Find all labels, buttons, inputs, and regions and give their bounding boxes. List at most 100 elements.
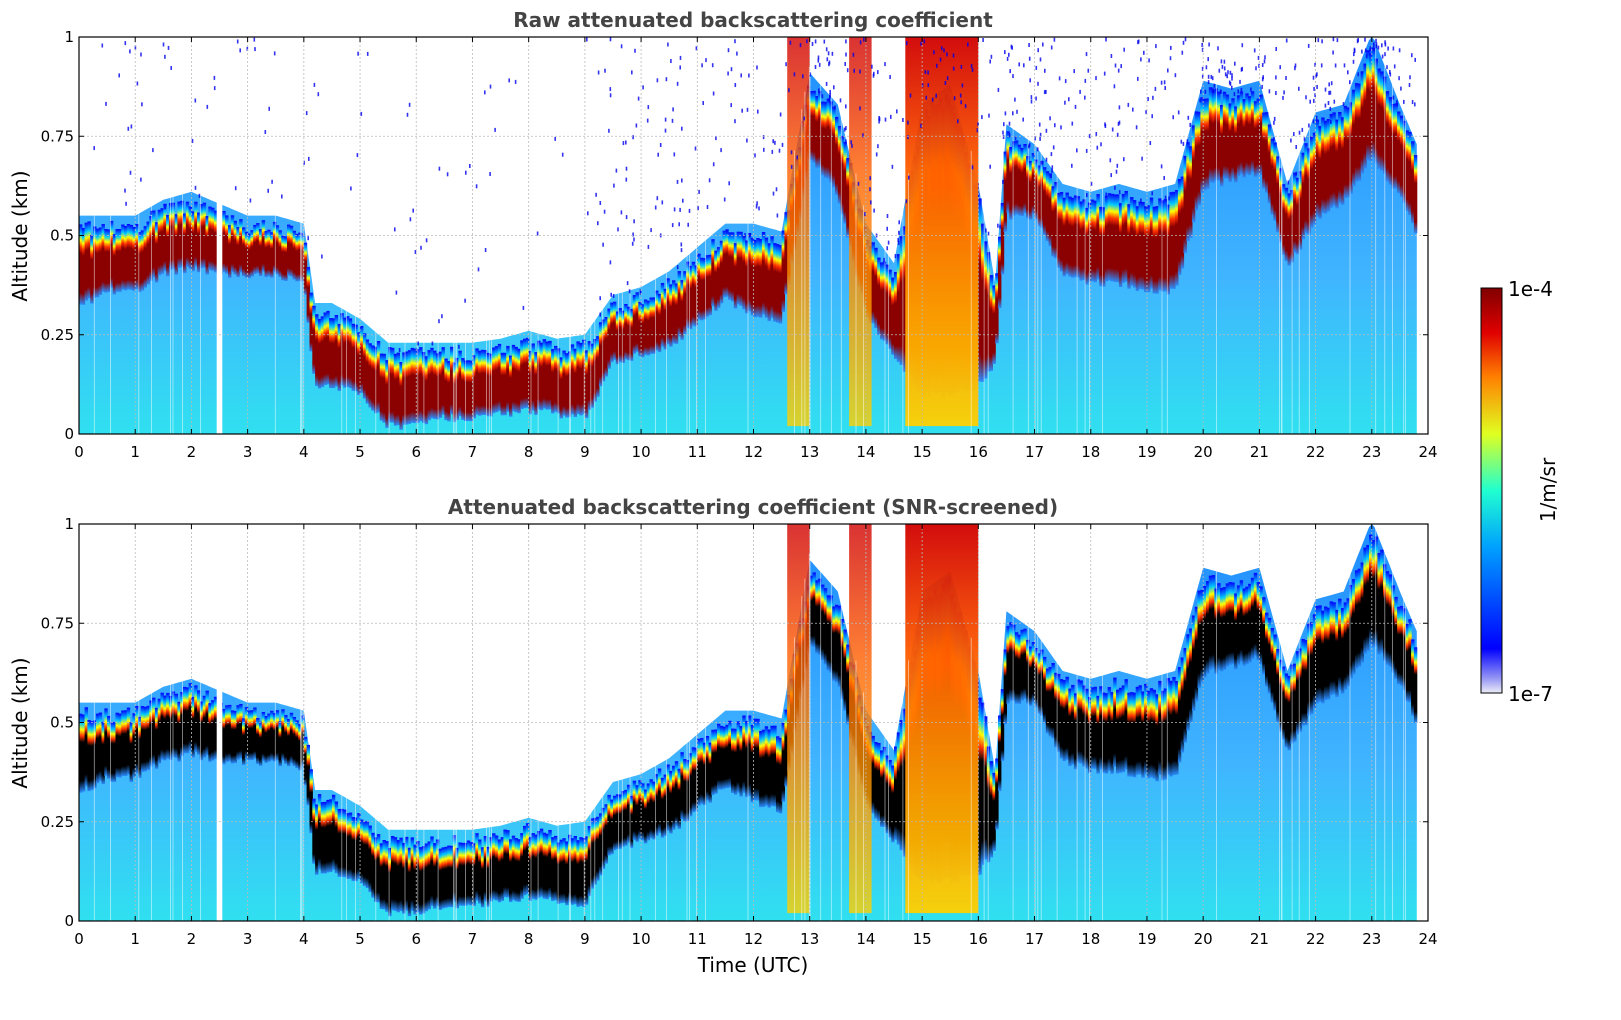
- noise-speckle: [1085, 52, 1088, 57]
- noise-speckle: [1279, 65, 1281, 70]
- noise-speckle: [1220, 59, 1223, 64]
- noise-speckle: [162, 42, 165, 47]
- noise-speckle: [936, 63, 938, 68]
- noise-speckle: [1223, 66, 1226, 71]
- noise-speckle: [1255, 66, 1257, 71]
- noise-speckle: [1295, 171, 1298, 176]
- layer-column: [1304, 143, 1308, 234]
- layer-column: [1405, 623, 1409, 702]
- layer-column: [129, 224, 133, 290]
- noise-speckle: [1148, 58, 1150, 63]
- layer-column: [702, 258, 707, 320]
- layer-column: [517, 348, 521, 414]
- layer-column: [492, 347, 496, 414]
- colorbar-unit-label: 1/m/sr: [1536, 457, 1560, 522]
- layer-column: [149, 700, 153, 767]
- noise-speckle: [608, 128, 610, 133]
- noise-speckle: [1332, 37, 1335, 42]
- layer-column: [1220, 587, 1224, 672]
- layer-column: [1206, 98, 1210, 189]
- layer-column: [840, 135, 844, 215]
- colorbar-min-label: 1e-7: [1508, 682, 1553, 706]
- noise-speckle: [1231, 76, 1233, 81]
- noise-speckle: [1295, 145, 1297, 149]
- layer-column: [1234, 106, 1238, 183]
- layer-column: [211, 700, 215, 761]
- noise-speckle: [1409, 75, 1411, 80]
- layer-column: [652, 781, 656, 840]
- layer-column: [292, 717, 296, 766]
- layer-column: [230, 710, 235, 764]
- layer-column: [81, 714, 86, 792]
- x-tick-label: 7: [468, 930, 478, 948]
- layer-column: [497, 839, 502, 903]
- noise-speckle: [1068, 97, 1070, 102]
- layer-column: [450, 346, 454, 415]
- layer-column: [233, 710, 237, 763]
- noise-speckle: [1023, 63, 1025, 68]
- layer-column: [655, 774, 659, 836]
- noise-speckle: [755, 204, 758, 209]
- noise-speckle: [1140, 198, 1142, 203]
- layer-column: [115, 712, 119, 778]
- layer-column: [770, 236, 774, 318]
- layer-column: [776, 736, 780, 813]
- layer-column: [683, 271, 687, 335]
- layer-column: [995, 758, 999, 830]
- layer-column: [1293, 663, 1297, 742]
- layer-column: [691, 747, 696, 813]
- layer-column: [180, 200, 184, 268]
- layer-column: [1301, 639, 1305, 726]
- layer-column: [379, 353, 384, 421]
- y-tick-label: 0: [64, 912, 74, 930]
- noise-speckle: [1369, 46, 1372, 51]
- noise-speckle: [1349, 80, 1351, 85]
- layer-column: [1245, 586, 1249, 665]
- layer-column: [1003, 151, 1007, 232]
- noise-speckle: [694, 146, 697, 151]
- layer-column: [984, 241, 988, 379]
- noise-speckle: [1120, 64, 1122, 69]
- layer-column: [497, 343, 502, 411]
- noise-speckle: [1035, 96, 1037, 101]
- noise-speckle: [734, 83, 737, 87]
- noise-speckle: [1290, 138, 1292, 143]
- layer-column: [1265, 612, 1269, 687]
- layer-column: [764, 726, 769, 806]
- layer-column: [747, 715, 752, 796]
- noise-speckle: [1038, 122, 1041, 127]
- layer-column: [882, 746, 887, 827]
- noise-speckle: [105, 101, 107, 106]
- noise-speckle: [1293, 132, 1295, 137]
- noise-speckle: [1400, 86, 1402, 91]
- layer-column: [1256, 98, 1260, 176]
- x-tick-label: 22: [1306, 930, 1325, 948]
- layer-column: [1177, 667, 1182, 763]
- noise-speckle: [1181, 50, 1184, 55]
- noise-speckle: [1398, 48, 1401, 53]
- noise-speckle: [1343, 63, 1346, 68]
- layer-column: [742, 715, 746, 793]
- noise-speckle: [438, 319, 440, 324]
- layer-column: [1343, 602, 1348, 690]
- layer-column: [289, 225, 294, 277]
- noise-speckle: [1347, 70, 1349, 75]
- noise-speckle: [920, 41, 922, 46]
- layer-column: [1408, 131, 1412, 216]
- noise-speckle: [164, 54, 166, 59]
- noise-speckle: [647, 105, 650, 110]
- layer-column: [514, 838, 518, 902]
- noise-speckle: [1396, 99, 1398, 104]
- noise-speckle: [1324, 103, 1327, 108]
- noise-speckle: [931, 97, 934, 102]
- layer-column: [646, 783, 651, 841]
- noise-speckle: [587, 211, 589, 216]
- noise-speckle: [676, 81, 679, 86]
- noise-speckle: [307, 236, 309, 241]
- noise-speckle: [756, 65, 758, 70]
- layer-column: [107, 229, 111, 292]
- layer-column: [1093, 200, 1097, 283]
- noise-speckle: [1113, 84, 1116, 89]
- noise-speckle: [1110, 173, 1112, 178]
- noise-speckle: [898, 230, 900, 235]
